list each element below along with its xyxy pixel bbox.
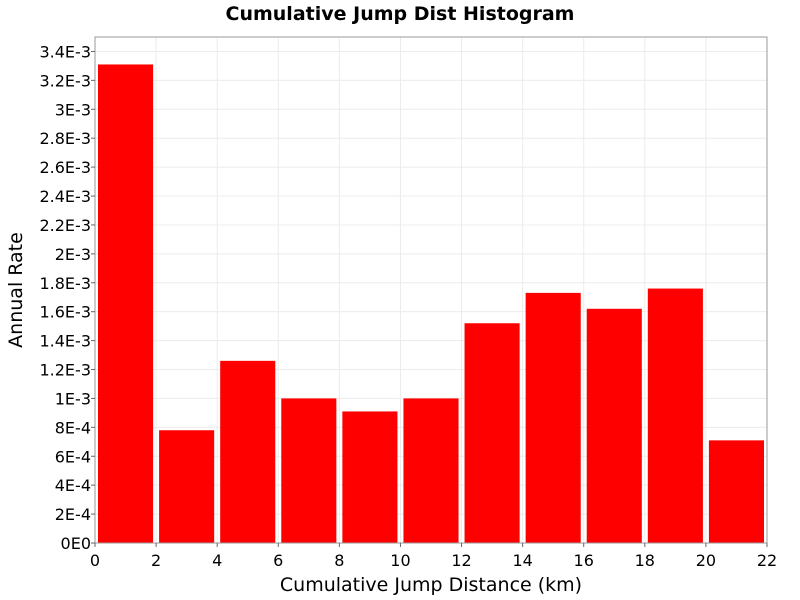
x-tick-label: 12 <box>451 551 471 570</box>
y-tick-label: 2.2E-3 <box>39 216 91 235</box>
x-tick-label: 2 <box>151 551 161 570</box>
histogram-bar <box>281 398 337 543</box>
y-axis-label: Annual Rate <box>5 232 27 348</box>
y-tick-label: 6E-4 <box>55 447 91 466</box>
histogram-bar <box>464 323 520 543</box>
chart-title: Cumulative Jump Dist Histogram <box>226 3 575 25</box>
y-tick-label: 1.6E-3 <box>39 303 91 322</box>
plot-frame <box>94 36 768 544</box>
y-tick-label: 3.2E-3 <box>39 71 91 90</box>
plot-area <box>94 36 768 544</box>
histogram-bar <box>220 360 276 543</box>
x-tick-label: 20 <box>696 551 716 570</box>
y-tick-label: 1.4E-3 <box>39 332 91 351</box>
y-tick-label: 2E-3 <box>55 245 91 264</box>
y-tick-label: 3E-3 <box>55 100 91 119</box>
histogram-bar <box>159 430 215 543</box>
x-tick-label: 10 <box>390 551 410 570</box>
histogram-bar <box>525 292 581 543</box>
x-tick-label: 8 <box>334 551 344 570</box>
histogram-bar <box>586 308 642 543</box>
x-tick-label: 14 <box>512 551 532 570</box>
x-axis-label: Cumulative Jump Distance (km) <box>280 574 582 596</box>
x-tick-label: 18 <box>635 551 655 570</box>
y-tick-label: 4E-4 <box>55 476 91 495</box>
y-tick-label: 1E-3 <box>55 389 91 408</box>
histogram-bar <box>647 288 703 543</box>
x-tick-label: 4 <box>212 551 222 570</box>
y-tick-label: 2.4E-3 <box>39 187 91 206</box>
y-tick-label: 1.2E-3 <box>39 361 91 380</box>
y-axis: 0E0 2E-4 4E-4 6E-4 8E-4 1E-3 1.2E-3 1.4E-3 1.6E-… <box>39 42 95 553</box>
x-axis: 0 2 4 6 8 10 12 14 16 18 20 22 <box>90 543 777 570</box>
y-tick-label: 3.4E-3 <box>39 42 91 61</box>
y-tick-label: 8E-4 <box>55 418 91 437</box>
y-tick-label: 2E-4 <box>55 505 91 524</box>
histogram-bar <box>342 411 398 543</box>
bars <box>98 64 764 544</box>
grid-lines <box>94 37 768 544</box>
x-tick-label: 0 <box>90 551 100 570</box>
x-tick-label: 16 <box>574 551 594 570</box>
x-tick-label: 22 <box>757 551 777 570</box>
histogram-bar <box>98 64 154 544</box>
y-tick-label: 0E0 <box>61 534 91 553</box>
histogram-bar <box>708 440 764 543</box>
histogram-bar <box>403 398 459 543</box>
y-tick-label: 1.8E-3 <box>39 274 91 293</box>
y-tick-label: 2.8E-3 <box>39 129 91 148</box>
x-tick-label: 6 <box>273 551 283 570</box>
y-tick-label: 2.6E-3 <box>39 158 91 177</box>
